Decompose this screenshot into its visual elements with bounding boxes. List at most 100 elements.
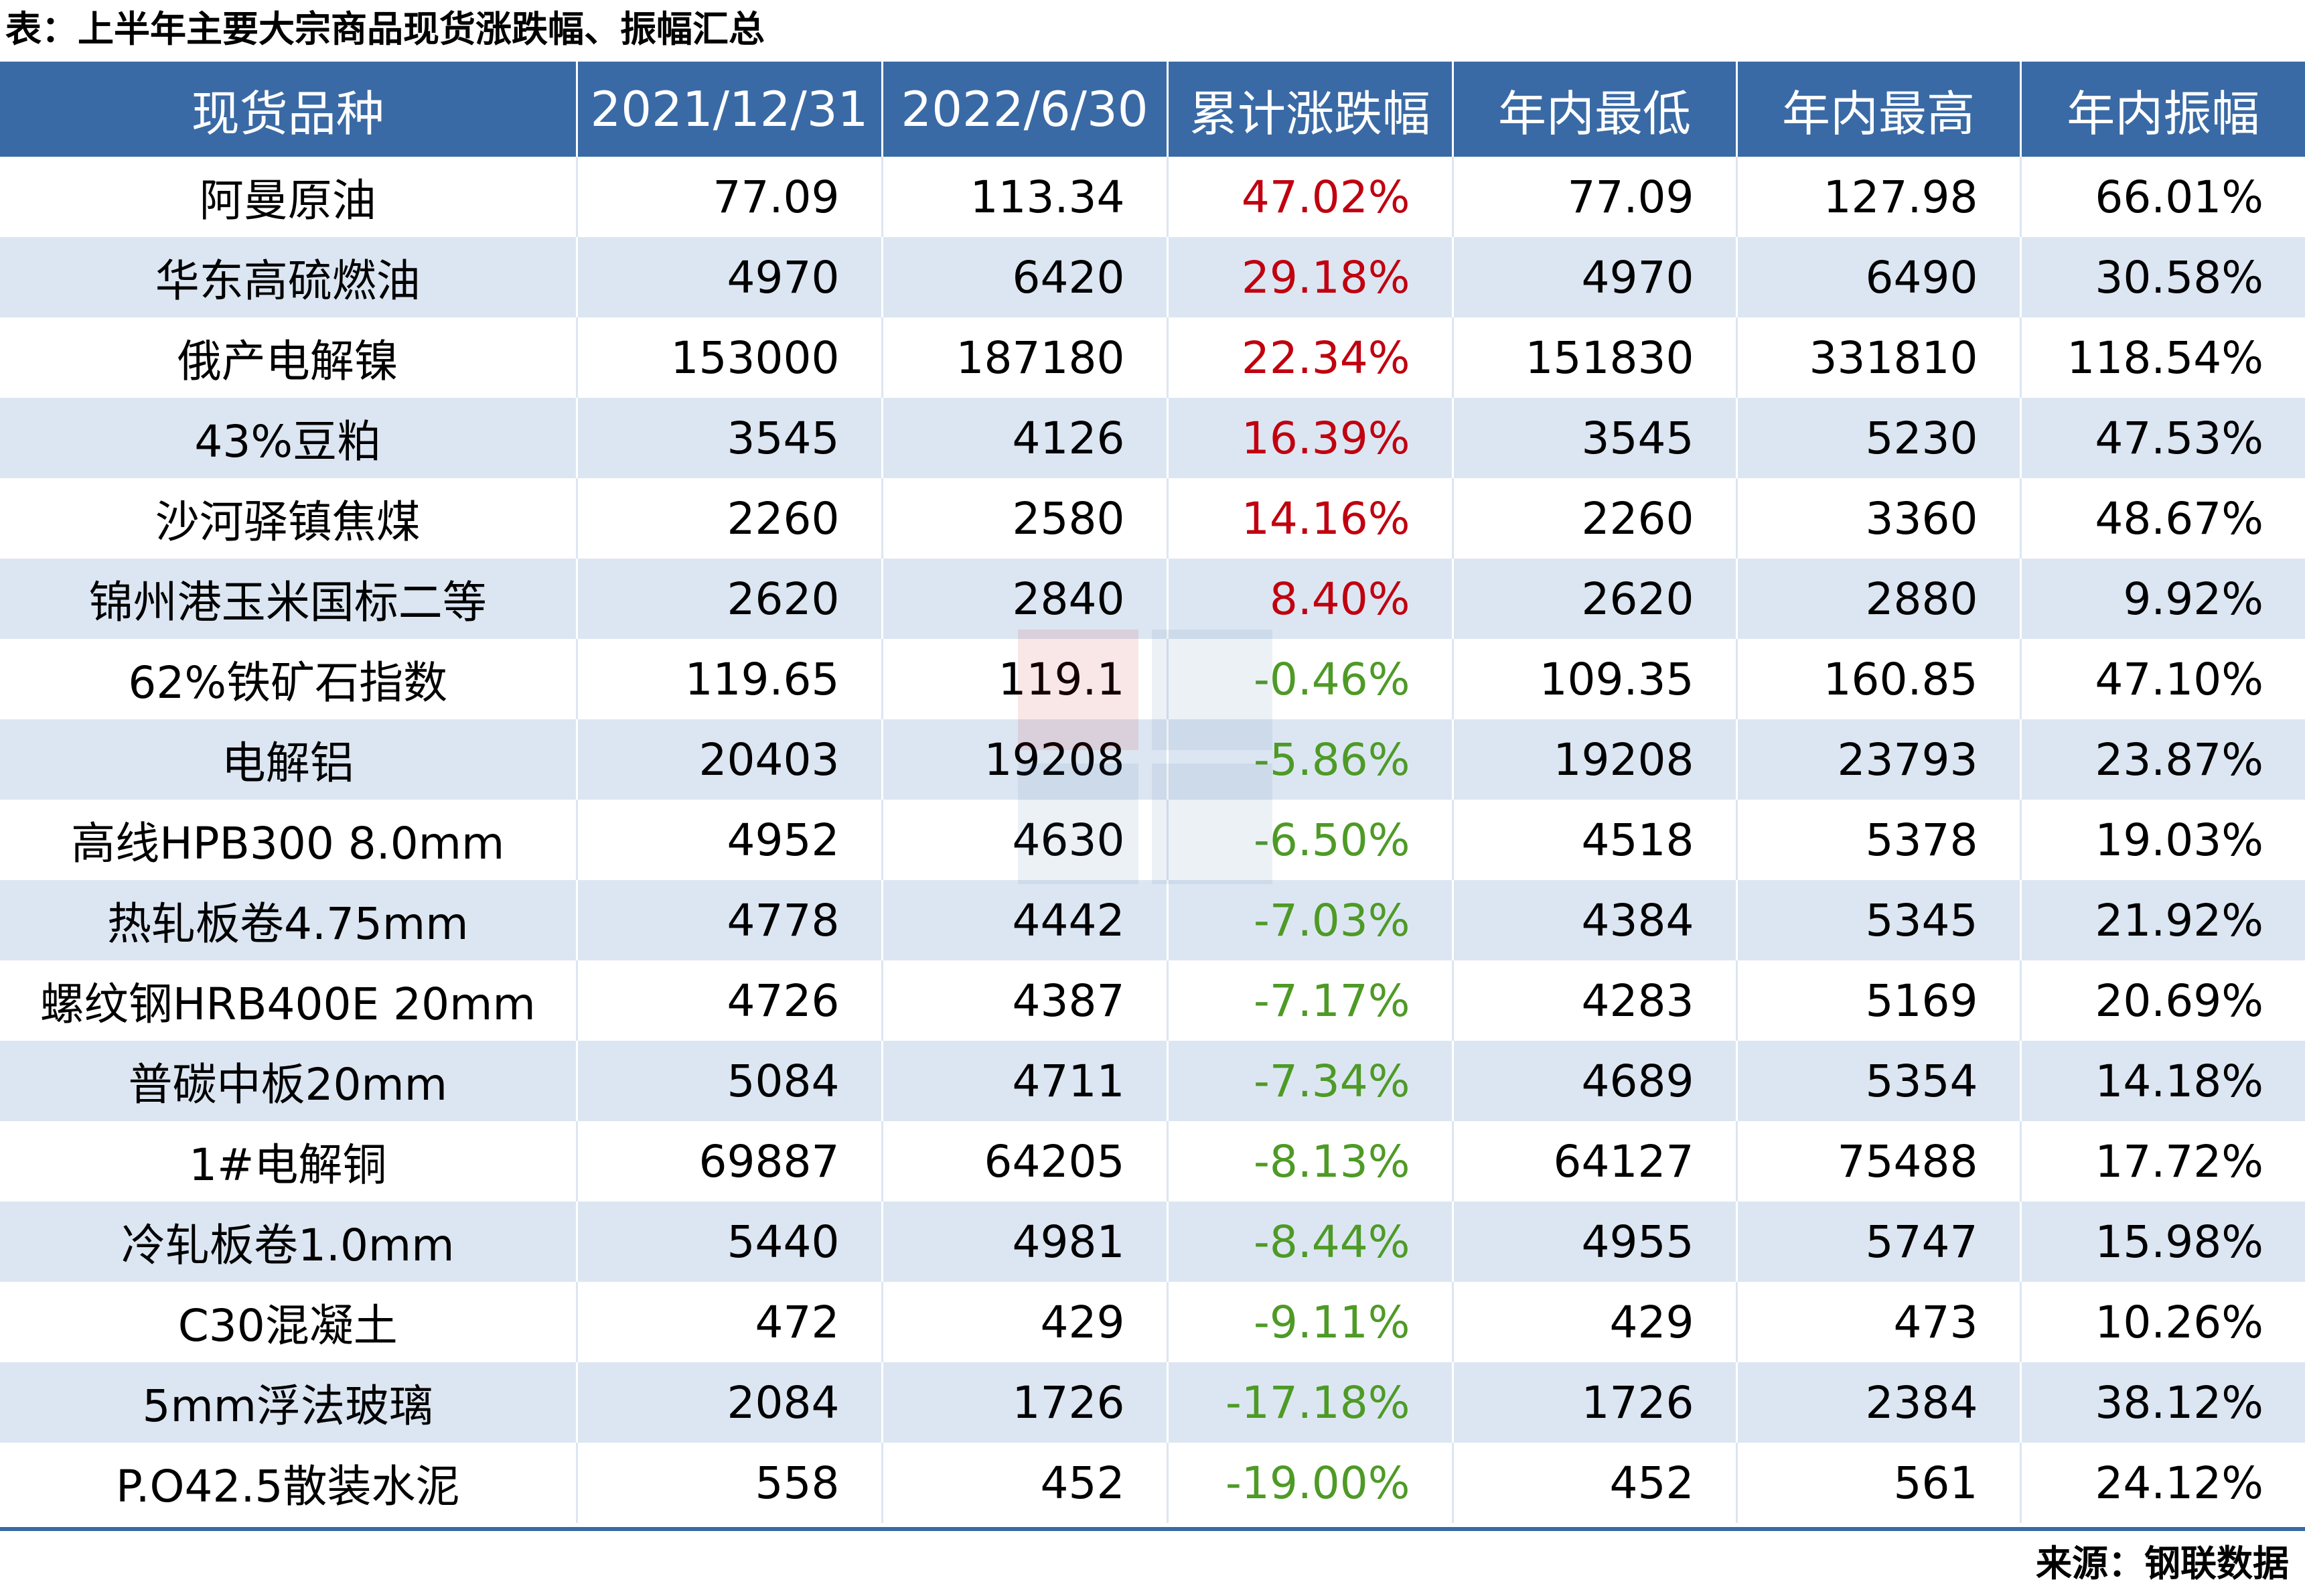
commodity-table: 现货品种 2021/12/31 2022/6/30 累计涨跌幅 年内最低 年内最… <box>0 62 2305 1523</box>
price-2022-6-30: 429 <box>881 1282 1167 1362</box>
year-high: 2384 <box>1735 1362 2020 1443</box>
year-high: 5378 <box>1735 800 2020 880</box>
year-amplitude: 10.26% <box>2019 1282 2305 1362</box>
commodity-name: 锦州港玉米国标二等 <box>0 559 577 639</box>
commodity-name: 5mm浮法玻璃 <box>0 1362 577 1443</box>
header-year-high: 年内最高 <box>1735 62 2020 157</box>
year-low: 2620 <box>1451 559 1736 639</box>
price-2022-6-30: 4387 <box>881 960 1167 1041</box>
bottom-rule <box>0 1527 2305 1531</box>
table-body: 阿曼原油 77.09 113.34 47.02% 77.09 127.98 66.01% 华东… <box>0 157 2305 1523</box>
year-low: 452 <box>1451 1443 1736 1523</box>
price-2021-12-31: 2620 <box>575 559 882 639</box>
price-2022-6-30: 4981 <box>881 1202 1167 1282</box>
price-2022-6-30: 452 <box>881 1443 1167 1523</box>
commodity-name: 62%铁矿石指数 <box>0 639 577 719</box>
cumulative-change: 22.34% <box>1166 317 1453 398</box>
year-high: 5230 <box>1735 398 2020 478</box>
cumulative-change: -7.34% <box>1166 1041 1453 1121</box>
year-amplitude: 118.54% <box>2019 317 2305 398</box>
year-amplitude: 17.72% <box>2019 1121 2305 1202</box>
year-amplitude: 9.92% <box>2019 559 2305 639</box>
year-low: 4955 <box>1451 1202 1736 1282</box>
table-row: C30混凝土 472 429 -9.11% 429 473 10.26% <box>0 1282 2305 1362</box>
commodity-name: 电解铝 <box>0 719 577 800</box>
cumulative-change: -8.44% <box>1166 1202 1453 1282</box>
table-row: 螺纹钢HRB400E 20mm 4726 4387 -7.17% 4283 5169 20.… <box>0 960 2305 1041</box>
commodity-name: 俄产电解镍 <box>0 317 577 398</box>
price-2021-12-31: 153000 <box>575 317 882 398</box>
commodity-name: P.O42.5散装水泥 <box>0 1443 577 1523</box>
year-low: 19208 <box>1451 719 1736 800</box>
cumulative-change: -7.03% <box>1166 880 1453 960</box>
table-row: 热轧板卷4.75mm 4778 4442 -7.03% 4384 5345 21.92% <box>0 880 2305 960</box>
year-low: 4384 <box>1451 880 1736 960</box>
year-amplitude: 30.58% <box>2019 237 2305 317</box>
table-row: 普碳中板20mm 5084 4711 -7.34% 4689 5354 14.18% <box>0 1041 2305 1121</box>
header-year-amplitude: 年内振幅 <box>2019 62 2305 157</box>
price-2021-12-31: 4970 <box>575 237 882 317</box>
year-amplitude: 47.53% <box>2019 398 2305 478</box>
table-row: 43%豆粕 3545 4126 16.39% 3545 5230 47.53% <box>0 398 2305 478</box>
year-amplitude: 38.12% <box>2019 1362 2305 1443</box>
commodity-name: 螺纹钢HRB400E 20mm <box>0 960 577 1041</box>
price-2021-12-31: 4726 <box>575 960 882 1041</box>
cumulative-change: -9.11% <box>1166 1282 1453 1362</box>
cumulative-change: 47.02% <box>1166 157 1453 237</box>
year-high: 75488 <box>1735 1121 2020 1202</box>
year-low: 3545 <box>1451 398 1736 478</box>
year-high: 473 <box>1735 1282 2020 1362</box>
price-2021-12-31: 2260 <box>575 478 882 559</box>
year-low: 4518 <box>1451 800 1736 880</box>
price-2022-6-30: 4711 <box>881 1041 1167 1121</box>
commodity-name: 1#电解铜 <box>0 1121 577 1202</box>
cumulative-change: 14.16% <box>1166 478 1453 559</box>
cumulative-change: 8.40% <box>1166 559 1453 639</box>
cumulative-change: -6.50% <box>1166 800 1453 880</box>
table-row: 冷轧板卷1.0mm 5440 4981 -8.44% 4955 5747 15.98% <box>0 1202 2305 1282</box>
year-low: 64127 <box>1451 1121 1736 1202</box>
commodity-name: 普碳中板20mm <box>0 1041 577 1121</box>
year-high: 5345 <box>1735 880 2020 960</box>
year-high: 331810 <box>1735 317 2020 398</box>
year-low: 4970 <box>1451 237 1736 317</box>
cumulative-change: -7.17% <box>1166 960 1453 1041</box>
price-2022-6-30: 4126 <box>881 398 1167 478</box>
commodity-name: 高线HPB300 8.0mm <box>0 800 577 880</box>
header-year-low: 年内最低 <box>1451 62 1736 157</box>
year-low: 77.09 <box>1451 157 1736 237</box>
year-low: 109.35 <box>1451 639 1736 719</box>
price-2022-6-30: 2580 <box>881 478 1167 559</box>
table-row: 锦州港玉米国标二等 2620 2840 8.40% 2620 2880 9.92% <box>0 559 2305 639</box>
year-amplitude: 47.10% <box>2019 639 2305 719</box>
year-low: 429 <box>1451 1282 1736 1362</box>
cumulative-change: 29.18% <box>1166 237 1453 317</box>
year-high: 23793 <box>1735 719 2020 800</box>
table-row: 62%铁矿石指数 119.65 119.1 -0.46% 109.35 160.85 47.… <box>0 639 2305 719</box>
cumulative-change: -5.86% <box>1166 719 1453 800</box>
price-2021-12-31: 4778 <box>575 880 882 960</box>
price-2021-12-31: 5084 <box>575 1041 882 1121</box>
price-2022-6-30: 187180 <box>881 317 1167 398</box>
year-high: 5747 <box>1735 1202 2020 1282</box>
cumulative-change: -8.13% <box>1166 1121 1453 1202</box>
year-low: 1726 <box>1451 1362 1736 1443</box>
price-2021-12-31: 3545 <box>575 398 882 478</box>
header-row: 现货品种 2021/12/31 2022/6/30 累计涨跌幅 年内最低 年内最… <box>0 62 2305 157</box>
price-2021-12-31: 77.09 <box>575 157 882 237</box>
year-amplitude: 19.03% <box>2019 800 2305 880</box>
price-2021-12-31: 2084 <box>575 1362 882 1443</box>
price-2021-12-31: 4952 <box>575 800 882 880</box>
header-commodity: 现货品种 <box>0 62 577 157</box>
table-row: 电解铝 20403 19208 -5.86% 19208 23793 23.87% <box>0 719 2305 800</box>
commodity-name: 热轧板卷4.75mm <box>0 880 577 960</box>
table-row: 高线HPB300 8.0mm 4952 4630 -6.50% 4518 5378 19.0… <box>0 800 2305 880</box>
year-low: 151830 <box>1451 317 1736 398</box>
price-2022-6-30: 6420 <box>881 237 1167 317</box>
year-low: 4283 <box>1451 960 1736 1041</box>
price-2022-6-30: 119.1 <box>881 639 1167 719</box>
year-high: 2880 <box>1735 559 2020 639</box>
table-row: 阿曼原油 77.09 113.34 47.02% 77.09 127.98 66.01% <box>0 157 2305 237</box>
year-high: 5354 <box>1735 1041 2020 1121</box>
commodity-name: C30混凝土 <box>0 1282 577 1362</box>
